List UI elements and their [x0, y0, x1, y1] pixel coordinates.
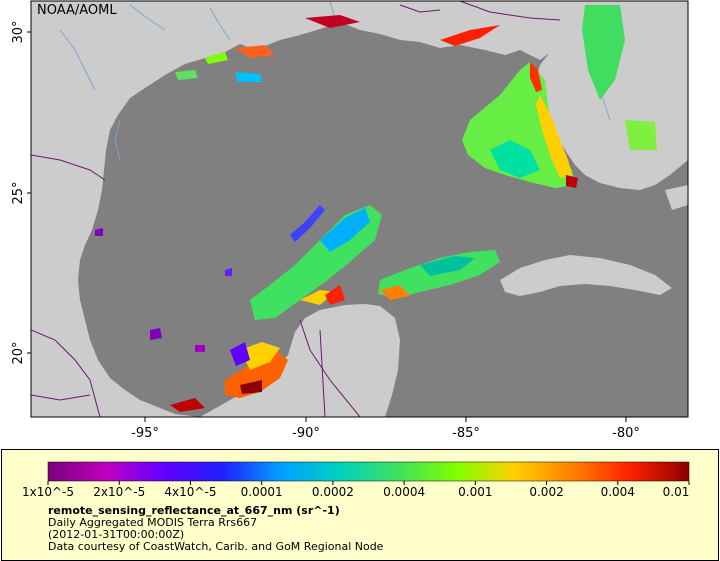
colorbar-tick-label: 0.001: [458, 485, 493, 499]
colorbar-tick-label: 4x10^-5: [164, 485, 217, 499]
map-view[interactable]: 30° 25° 20° -95° -90° -85° -80° NOAA/AOM…: [0, 0, 720, 450]
colorbar-tick-label: 0.004: [600, 485, 635, 499]
colorbar-tick-label: 0.0004: [383, 485, 426, 499]
land-bahamas: [665, 185, 688, 210]
lon-label-90: -90°: [292, 426, 320, 441]
reflectance-data: [95, 5, 657, 412]
colorbar-svg: [47, 461, 690, 485]
colorbar-ticks: [47, 481, 690, 485]
land-cuba: [500, 255, 672, 296]
legend-time: (2012-01-31T00:00:00Z): [48, 528, 185, 541]
land-us-coast: [31, 1, 560, 417]
lat-label-20: 20°: [11, 341, 26, 364]
lat-label-30: 30°: [11, 20, 26, 43]
colorbar: [47, 461, 690, 482]
colorbar-tick-label: 0.002: [529, 485, 564, 499]
colorbar-tick-label: 0.0002: [311, 485, 354, 499]
legend-panel: 1x10^-5 2x10^-5 4x10^-5 0.0001 0.0002 0.0004 0…: [1, 449, 719, 561]
lon-label-85: -85°: [452, 426, 480, 441]
colorbar-tick-label: 0.0001: [240, 485, 283, 499]
lon-label-95: -95°: [131, 426, 159, 441]
map-canvas: 30° 25° 20° -95° -90° -85° -80°: [11, 0, 689, 441]
borders: [31, 1, 561, 417]
lon-label-80: -80°: [612, 426, 640, 441]
map-frame: [30, 0, 689, 418]
colorbar-tick-label: 0.01: [662, 485, 690, 499]
legend-product: Daily Aggregated MODIS Terra Rrs667: [48, 516, 258, 529]
lat-label-25: 25°: [11, 181, 26, 204]
lat-ticks: [27, 31, 31, 354]
attribution-label: NOAA/AOML: [37, 3, 117, 18]
lon-ticks: [144, 417, 627, 422]
legend-credit: Data courtesy of CoastWatch, Carib. and …: [48, 540, 384, 553]
legend-variable: remote_sensing_reflectance_at_667_nm (sr…: [48, 504, 340, 517]
colorbar-tick-label: 1x10^-5: [21, 485, 75, 499]
colorbar-tick-label: 2x10^-5: [93, 485, 146, 499]
